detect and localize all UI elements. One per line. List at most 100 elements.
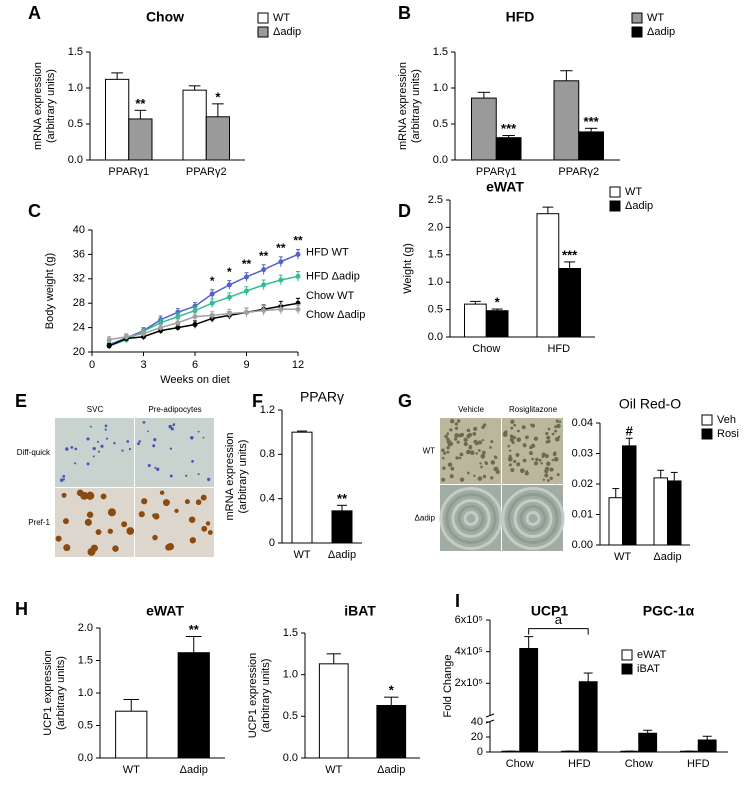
bar: [558, 268, 581, 338]
micrograph-cell: [466, 433, 471, 439]
micrograph-cell: [62, 518, 69, 525]
micrograph-texture: [519, 505, 547, 532]
y-axis-label: UCP1 expression: [42, 650, 54, 736]
micrograph-cell: [207, 530, 213, 535]
legend-swatch: [609, 200, 621, 212]
micrograph-cell: [477, 440, 483, 445]
micrograph-cell: [197, 473, 200, 476]
series-label: HFD WT: [306, 246, 349, 258]
legend-label: eWAT: [637, 649, 667, 661]
significance-label: *: [210, 274, 215, 288]
micrograph-texture: [525, 511, 541, 526]
micrograph-cell: [200, 494, 207, 501]
x-tick-label: HFD: [687, 758, 710, 770]
micrograph-cell: [540, 462, 543, 465]
micrograph-cell: [556, 423, 561, 429]
micrograph-cell: [89, 425, 92, 428]
bar: [519, 648, 539, 753]
y-tick-label: 0.02: [572, 478, 593, 490]
bar: [578, 131, 604, 161]
point: [226, 282, 232, 288]
micrograph-cell: [441, 477, 446, 482]
micrograph-cell: [542, 478, 546, 481]
micrograph-cell: [185, 474, 188, 477]
micrograph-cell: [174, 508, 179, 513]
y-axis-label: Body weight (g): [44, 253, 56, 329]
y-tick-label: 0.5: [78, 719, 93, 731]
bar: [115, 710, 148, 759]
micrograph-cell: [65, 447, 69, 451]
legend-label: WT: [647, 12, 664, 24]
micrograph-cell: [169, 474, 173, 478]
legend-swatch: [621, 649, 633, 661]
point: [175, 320, 181, 326]
x-tick-label: WT: [123, 764, 140, 776]
micrograph-cell: [549, 467, 554, 472]
y-tick-label: 0.5: [283, 710, 298, 722]
micrograph-cell: [510, 467, 515, 473]
y-axis-label: UCP1 expression: [247, 653, 259, 739]
micrograph-cell: [85, 491, 95, 500]
bar: [485, 310, 509, 338]
micrograph-cell: [107, 528, 114, 534]
micrograph-cell: [513, 423, 517, 427]
micrograph-cell: [126, 527, 135, 535]
y-tick-label: 20: [471, 731, 483, 743]
micrograph-cell: [100, 444, 104, 448]
y-tick-label: 4x10⁵: [455, 646, 483, 658]
y-tick-label: 32: [73, 273, 85, 285]
x-tick-label: Chow: [472, 343, 500, 355]
y-tick-label: 0.0: [68, 154, 83, 166]
x-tick-label: PPARγ2: [558, 166, 599, 178]
micrograph-cell: [512, 435, 516, 440]
x-tick-label: 12: [292, 359, 304, 371]
micrograph-texture: [457, 505, 485, 532]
bar: [667, 480, 682, 546]
y-tick-label: 0.03: [572, 447, 593, 459]
y-tick-label: 0.0: [78, 752, 93, 764]
y-tick-label: 1.0: [78, 687, 93, 699]
y-tick-label: 28: [73, 297, 85, 309]
micrograph-cell: [545, 431, 549, 436]
micrograph-cell: [546, 435, 551, 440]
micrograph-cell: [447, 439, 451, 443]
micrograph-cell: [92, 446, 96, 451]
micrograph-cell: [63, 544, 71, 552]
micrograph-cell: [455, 456, 459, 460]
micrograph-cell: [477, 476, 483, 481]
legend-label: iBAT: [637, 663, 660, 675]
x-tick-label: HFD: [547, 343, 570, 355]
micrograph-cell: [535, 457, 539, 462]
image-column-label: SVC: [87, 405, 104, 414]
micrograph-cell: [121, 521, 128, 528]
series-label: HFD Δadip: [306, 270, 360, 282]
micrograph-cell: [104, 428, 107, 431]
micrograph-cell: [152, 444, 156, 448]
x-tick-label: Δadip: [180, 764, 208, 776]
micrograph-cell: [184, 499, 190, 505]
bar: [638, 732, 658, 753]
y-tick-label: 0.04: [572, 417, 593, 429]
micrograph-cell: [538, 458, 542, 462]
legend-label: Veh: [717, 414, 736, 426]
micrograph-cell: [533, 436, 539, 441]
y-tick-label: 1.5: [283, 627, 298, 639]
micrograph-cell: [152, 534, 158, 541]
legend-swatch: [257, 12, 269, 24]
micrograph-cell: [513, 459, 517, 463]
y-tick-label: 0.8: [260, 448, 275, 460]
micrograph-cell: [516, 429, 520, 433]
significance-label: **: [135, 96, 146, 111]
panel-letter: E: [15, 391, 27, 411]
legend-swatch: [609, 186, 621, 198]
bar: [697, 739, 717, 753]
micrograph-cell: [475, 452, 479, 455]
x-tick-label: WT: [325, 764, 342, 776]
micrograph-cell: [458, 456, 462, 460]
point: [244, 288, 249, 294]
bar: [177, 652, 210, 759]
micrograph-cell: [142, 420, 146, 424]
micrograph-cell: [113, 441, 116, 445]
micrograph-cell: [92, 455, 95, 458]
x-tick-label: PPARγ1: [476, 166, 517, 178]
